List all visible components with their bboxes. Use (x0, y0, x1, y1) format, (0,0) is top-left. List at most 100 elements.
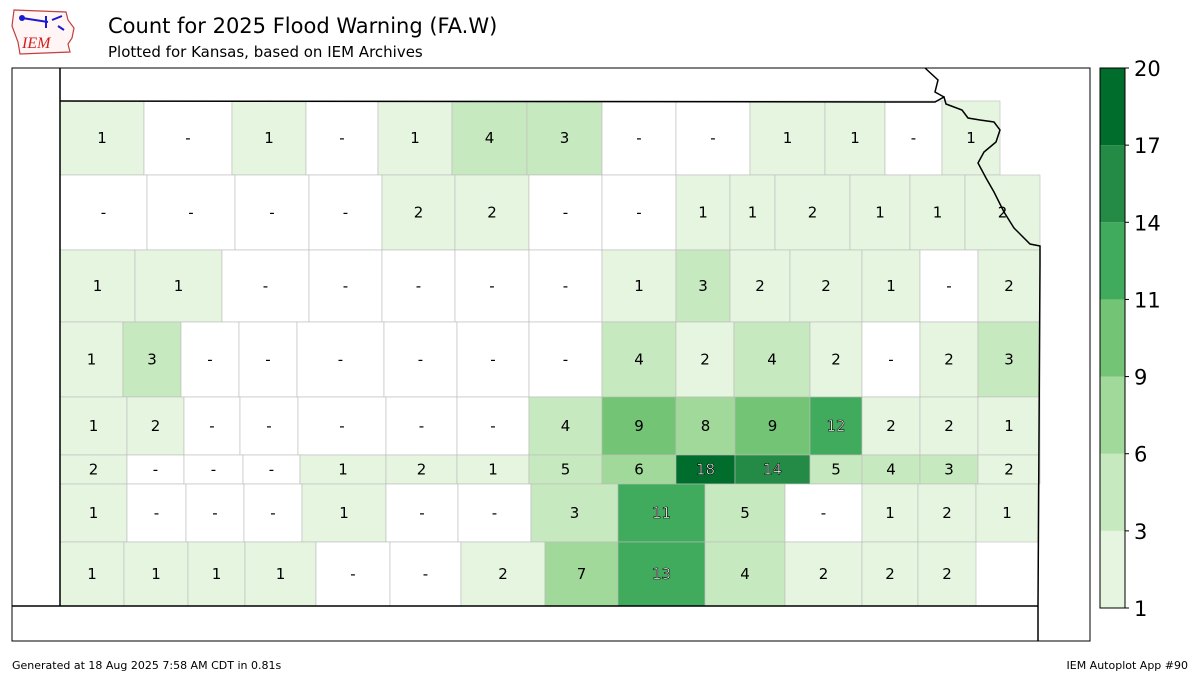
county-value: 2 (89, 461, 99, 479)
county-value: 2 (700, 351, 710, 369)
county-cell (528, 174, 603, 251)
colorbar-segment (1100, 299, 1125, 377)
colorbar-tick-label: 20 (1134, 57, 1161, 81)
county-value: - (710, 129, 715, 147)
county-value: - (492, 504, 497, 522)
county-value: 9 (634, 417, 644, 435)
county-value: 5 (561, 461, 571, 479)
county-value: 1 (1004, 417, 1014, 435)
county-value: 2 (498, 565, 508, 583)
county-cell (528, 321, 603, 398)
colorbar-segment (1100, 376, 1125, 454)
county-value: 1 (410, 129, 420, 147)
county-cell (183, 454, 244, 485)
county-cell (59, 541, 125, 607)
county-value: 2 (151, 417, 161, 435)
county-cell (456, 396, 530, 456)
county-value: 2 (942, 504, 952, 522)
county-cell (919, 249, 979, 323)
county-value: 4 (740, 565, 750, 583)
county-cell (308, 174, 383, 251)
county-cell (381, 174, 456, 251)
county-cell (977, 454, 1041, 485)
county-value: 3 (570, 504, 580, 522)
county-value: - (209, 417, 214, 435)
county-value: 5 (831, 461, 841, 479)
county-value: 12 (826, 417, 845, 435)
colorbar-segment (1100, 222, 1125, 300)
county-cell (457, 483, 532, 543)
county-cell (917, 541, 977, 607)
county-cell (964, 174, 1041, 251)
county-value: - (339, 417, 344, 435)
county-cell (784, 483, 863, 543)
county-cell (187, 541, 246, 607)
county-value: - (269, 204, 274, 222)
county-value: 14 (763, 461, 782, 479)
county-cell (296, 321, 385, 398)
county-value: - (350, 565, 355, 583)
county-value: 2 (944, 417, 954, 435)
colorbar-segment (1100, 453, 1125, 531)
county-cell (774, 174, 851, 251)
county-cell (675, 454, 736, 485)
county-value: 8 (701, 417, 711, 435)
colorbar-tick-label: 6 (1134, 443, 1147, 467)
county-cell (861, 321, 921, 398)
county-value: 3 (1004, 351, 1014, 369)
county-cell (381, 249, 456, 323)
county-cell (122, 321, 182, 398)
county-cell (977, 249, 1041, 323)
county-cell (601, 454, 677, 485)
county-cell (601, 249, 677, 323)
county-value: 4 (634, 351, 644, 369)
county-value: - (270, 504, 275, 522)
county-value: 1 (885, 504, 895, 522)
county-cell (809, 321, 863, 398)
county-value: 3 (698, 277, 708, 295)
county-value: - (419, 504, 424, 522)
county-cell (123, 541, 189, 607)
county-cell (601, 100, 677, 176)
county-cell (917, 483, 977, 543)
county-cell (977, 321, 1041, 398)
county-value: 2 (755, 277, 765, 295)
county-cell (789, 249, 863, 323)
county-value: 18 (696, 461, 715, 479)
county-value: 7 (577, 565, 587, 583)
county-value: 1 (212, 565, 222, 583)
county-value: 4 (561, 417, 571, 435)
county-value: - (489, 277, 494, 295)
county-value: - (888, 351, 893, 369)
county-value: 1 (339, 504, 349, 522)
county-cell (301, 483, 387, 543)
county-cell (975, 483, 1039, 543)
county-cell (244, 541, 317, 607)
county-cell (383, 321, 458, 398)
county-value: 1 (151, 565, 161, 583)
county-cell (185, 483, 245, 543)
county-value: 2 (417, 461, 427, 479)
county-value: 5 (740, 504, 750, 522)
county-value: - (263, 277, 268, 295)
county-cell (861, 483, 919, 543)
colorbar-segment (1100, 68, 1125, 146)
county-cell (239, 396, 299, 456)
county-cell (59, 249, 136, 323)
county-value: 2 (944, 351, 954, 369)
county-cell (601, 321, 677, 398)
county-value: 1 (87, 351, 97, 369)
county-value: 13 (652, 565, 671, 583)
county-value: - (343, 277, 348, 295)
county-value: - (636, 204, 641, 222)
county-value: 1 (174, 277, 184, 295)
county-cell (234, 174, 310, 251)
colorbar-tick-label: 3 (1134, 520, 1147, 544)
county-value: 6 (634, 461, 644, 479)
county-value: 3 (560, 129, 570, 147)
county-cell (749, 100, 826, 176)
county-value: - (265, 351, 270, 369)
county-value: - (339, 129, 344, 147)
colorbar-tick-label: 14 (1134, 211, 1161, 235)
county-value: 11 (652, 504, 671, 522)
